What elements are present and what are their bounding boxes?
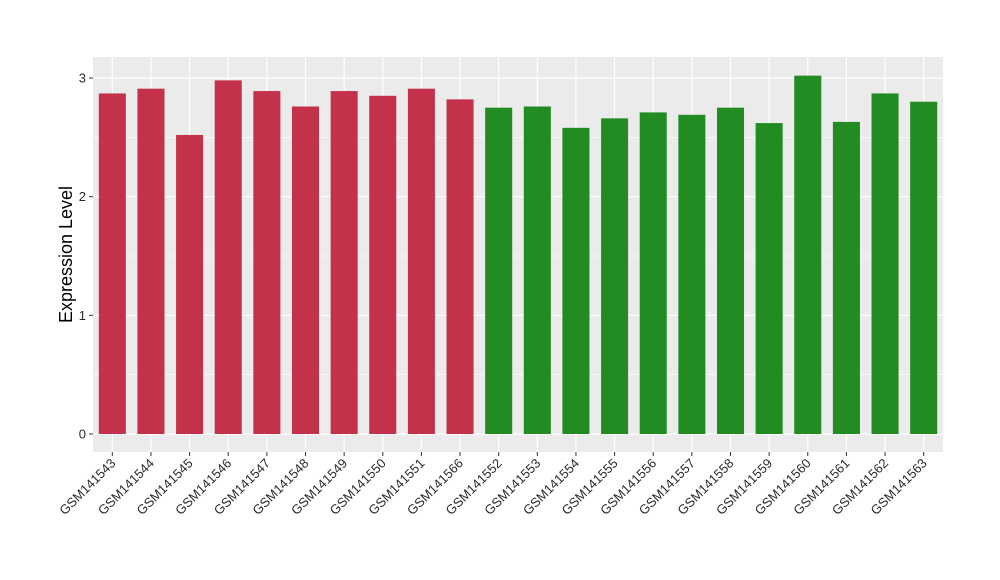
y-tick-label: 0 bbox=[79, 427, 86, 442]
y-axis: 0 1 2 3 bbox=[79, 71, 93, 442]
bar-gsm141559 bbox=[755, 123, 783, 435]
x-axis: GSM141543GSM141544GSM141545GSM141546GSM1… bbox=[56, 452, 930, 518]
bar-gsm141548 bbox=[291, 106, 320, 434]
bar-gsm141554 bbox=[562, 127, 590, 434]
bar-gsm141560 bbox=[794, 75, 822, 435]
y-axis-title: Expression Level bbox=[56, 186, 76, 323]
bars bbox=[98, 75, 938, 435]
bar-gsm141552 bbox=[485, 107, 513, 435]
y-tick-label: 3 bbox=[79, 71, 86, 86]
bar-gsm141556 bbox=[639, 112, 667, 434]
bar-gsm141566 bbox=[446, 99, 474, 435]
bar-gsm141558 bbox=[716, 107, 745, 435]
bar-gsm141544 bbox=[137, 88, 165, 435]
bar-gsm141555 bbox=[601, 118, 629, 434]
y-tick-label: 1 bbox=[79, 308, 86, 323]
bar-gsm141562 bbox=[871, 93, 899, 434]
bar-gsm141543 bbox=[98, 93, 126, 434]
bar-gsm141557 bbox=[678, 114, 706, 434]
bar-gsm141546 bbox=[214, 80, 242, 434]
bar-gsm141563 bbox=[910, 101, 938, 434]
bar-gsm141549 bbox=[330, 91, 358, 434]
bar-gsm141561 bbox=[832, 121, 860, 434]
y-tick-label: 2 bbox=[79, 189, 86, 204]
bar-gsm141545 bbox=[176, 134, 204, 434]
bar-gsm141551 bbox=[407, 88, 435, 435]
bar-gsm141553 bbox=[523, 106, 551, 434]
bar-gsm141547 bbox=[253, 91, 281, 434]
bar-gsm141550 bbox=[369, 95, 397, 435]
